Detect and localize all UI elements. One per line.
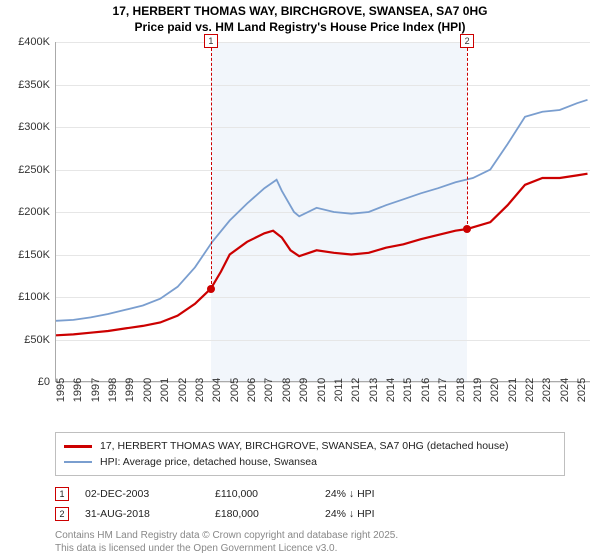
y-tick-label: £250K <box>0 164 50 176</box>
sale-row: 2 31-AUG-2018£180,00024% ↓ HPI <box>55 504 375 524</box>
legend-label: HPI: Average price, detached house, Swan… <box>100 456 317 468</box>
marker-dot-2 <box>463 225 471 233</box>
y-tick-label: £400K <box>0 36 50 48</box>
x-tick-label: 2012 <box>350 378 362 402</box>
y-tick-label: £0 <box>0 376 50 388</box>
legend-box: 17, HERBERT THOMAS WAY, BIRCHGROVE, SWAN… <box>55 432 565 476</box>
x-tick-label: 2014 <box>385 378 397 402</box>
x-tick-label: 2022 <box>524 378 536 402</box>
sale-date: 31-AUG-2018 <box>85 508 215 520</box>
x-tick-label: 2007 <box>263 378 275 402</box>
x-tick-label: 2003 <box>194 378 206 402</box>
title-line2: Price paid vs. HM Land Registry's House … <box>0 20 600 36</box>
marker-line-2 <box>467 48 468 229</box>
legend-swatch <box>64 445 92 448</box>
x-tick-label: 2017 <box>437 378 449 402</box>
series-hpi <box>56 100 588 321</box>
chart-title: 17, HERBERT THOMAS WAY, BIRCHGROVE, SWAN… <box>0 0 600 35</box>
sale-marker-ref: 2 <box>55 507 69 521</box>
x-tick-label: 2006 <box>246 378 258 402</box>
series-svg <box>56 42 591 382</box>
y-tick-label: £350K <box>0 79 50 91</box>
series-price_paid <box>56 174 588 336</box>
x-tick-label: 2004 <box>211 378 223 402</box>
legend-swatch <box>64 461 92 463</box>
sales-table: 1 02-DEC-2003£110,00024% ↓ HPI 2 31-AUG-201… <box>55 484 375 524</box>
footer-line1: Contains HM Land Registry data © Crown c… <box>55 530 398 543</box>
legend-label: 17, HERBERT THOMAS WAY, BIRCHGROVE, SWAN… <box>100 440 508 452</box>
marker-line-1 <box>211 48 212 289</box>
x-tick-label: 2024 <box>559 378 571 402</box>
x-tick-label: 2010 <box>316 378 328 402</box>
footer-attribution: Contains HM Land Registry data © Crown c… <box>55 530 398 555</box>
x-tick-label: 1998 <box>107 378 119 402</box>
marker-flag-1: 1 <box>204 34 218 48</box>
sale-price: £110,000 <box>215 488 325 500</box>
y-tick-label: £300K <box>0 121 50 133</box>
sale-marker-ref: 1 <box>55 487 69 501</box>
x-tick-label: 2001 <box>159 378 171 402</box>
plot-region: 12 <box>55 42 590 382</box>
x-tick-label: 2008 <box>281 378 293 402</box>
sale-delta: 24% ↓ HPI <box>325 508 375 520</box>
x-tick-label: 2015 <box>402 378 414 402</box>
sale-row: 1 02-DEC-2003£110,00024% ↓ HPI <box>55 484 375 504</box>
y-tick-label: £150K <box>0 249 50 261</box>
sale-date: 02-DEC-2003 <box>85 488 215 500</box>
y-tick-label: £200K <box>0 206 50 218</box>
x-tick-label: 2005 <box>229 378 241 402</box>
x-tick-label: 2025 <box>576 378 588 402</box>
x-tick-label: 1999 <box>124 378 136 402</box>
x-tick-label: 1997 <box>90 378 102 402</box>
y-tick-label: £100K <box>0 291 50 303</box>
x-tick-label: 2013 <box>368 378 380 402</box>
x-tick-label: 2020 <box>489 378 501 402</box>
x-tick-label: 1995 <box>55 378 67 402</box>
x-tick-label: 2000 <box>142 378 154 402</box>
x-tick-label: 2009 <box>298 378 310 402</box>
x-tick-label: 1996 <box>72 378 84 402</box>
x-tick-label: 2018 <box>455 378 467 402</box>
x-tick-label: 2023 <box>541 378 553 402</box>
legend-row: HPI: Average price, detached house, Swan… <box>64 454 556 470</box>
footer-line2: This data is licensed under the Open Gov… <box>55 543 398 556</box>
x-tick-label: 2016 <box>420 378 432 402</box>
x-tick-label: 2019 <box>472 378 484 402</box>
y-tick-label: £50K <box>0 334 50 346</box>
sale-delta: 24% ↓ HPI <box>325 488 375 500</box>
title-line1: 17, HERBERT THOMAS WAY, BIRCHGROVE, SWAN… <box>0 4 600 20</box>
marker-flag-2: 2 <box>460 34 474 48</box>
sale-price: £180,000 <box>215 508 325 520</box>
chart-area: 12 £0£50K£100K£150K£200K£250K£300K£350K£… <box>0 42 600 422</box>
x-tick-label: 2011 <box>333 378 345 402</box>
x-tick-label: 2002 <box>177 378 189 402</box>
marker-dot-1 <box>207 285 215 293</box>
legend-row: 17, HERBERT THOMAS WAY, BIRCHGROVE, SWAN… <box>64 438 556 454</box>
x-tick-label: 2021 <box>507 378 519 402</box>
